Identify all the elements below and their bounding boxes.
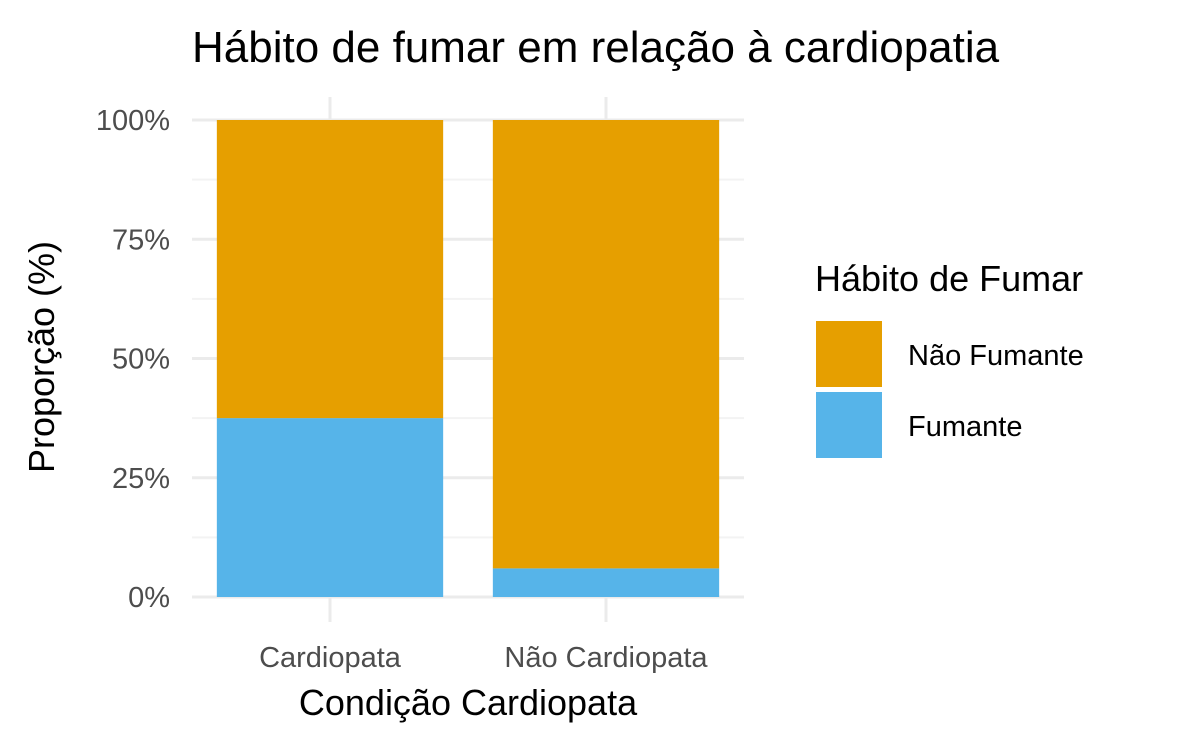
legend-swatch [816,321,882,387]
x-tick-label: Cardiopata [259,642,402,674]
y-tick-label: 75% [112,224,170,256]
legend-label: Fumante [908,411,1022,443]
bar-segment-fumante [216,418,444,597]
legend-title: Hábito de Fumar [815,258,1083,299]
legend-label: Não Fumante [908,340,1084,372]
bar-segment-nao-fumante [492,120,720,569]
x-tick-labels: Cardiopata Não Cardiopata [259,642,708,674]
legend-items: Não Fumante Fumante [816,321,1084,458]
y-tick-label: 100% [96,105,170,137]
y-tick-labels: 0% 25% 50% 75% 100% [96,105,170,614]
bar-segment-fumante [492,568,720,597]
y-axis-title: Proporção (%) [21,241,62,473]
y-tick-label: 25% [112,463,170,495]
y-tick-label: 0% [128,582,170,614]
bars [216,120,720,597]
bar-segment-nao-fumante [216,120,444,419]
chart-title: Hábito de fumar em relação à cardiopatia [192,23,1000,72]
legend: Hábito de Fumar Não Fumante Fumante [815,258,1084,458]
x-axis-title: Condição Cardiopata [299,682,638,723]
legend-swatch [816,392,882,458]
y-tick-label: 50% [112,344,170,376]
x-tick-label: Não Cardiopata [504,642,708,674]
